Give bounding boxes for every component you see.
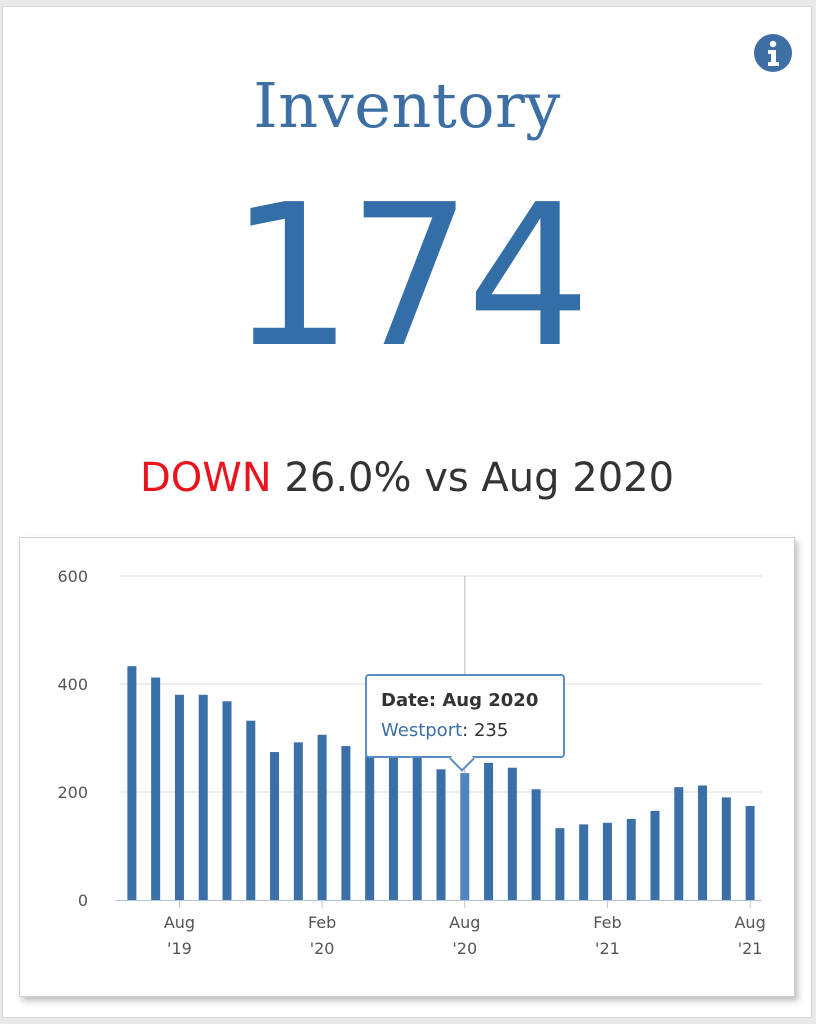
- bar-jan-2021: [579, 824, 589, 900]
- x-tick-label: '20: [452, 939, 477, 958]
- chart-tooltip: Date: Aug 2020 Westport: 235: [365, 674, 565, 758]
- bar-oct-2019: [222, 701, 232, 900]
- bar-aug-2019: [174, 694, 184, 900]
- y-tick-label: 200: [57, 783, 88, 802]
- bar-jun-2019: [127, 666, 137, 900]
- y-tick-label: 600: [57, 567, 88, 586]
- bar-mar-2021: [626, 819, 636, 900]
- bar-oct-2020: [507, 767, 517, 900]
- inventory-chart[interactable]: 0 200 400 600 Aug '19 Feb '20 Aug '20 Feb '21 Aug '21…: [19, 537, 795, 997]
- y-tick-label: 0: [78, 891, 88, 910]
- metric-title: Inventory: [253, 69, 561, 142]
- info-icon[interactable]: [753, 33, 793, 73]
- x-tick-label: '19: [167, 939, 192, 958]
- inventory-card: Inventory 174 DOWN 26.0% vs Aug 2020 0 20…: [2, 6, 812, 1018]
- x-tick-label: Aug: [164, 913, 195, 932]
- y-tick-label: 400: [57, 675, 88, 694]
- bar-dec-2020: [555, 828, 565, 900]
- bar-apr-2020: [365, 743, 375, 900]
- bar-feb-2021: [602, 822, 612, 900]
- x-tick-label: Feb: [593, 913, 621, 932]
- change-direction: DOWN: [139, 455, 272, 501]
- change-summary: DOWN 26.0% vs Aug 2020: [3, 455, 811, 501]
- x-tick-label: '21: [738, 939, 763, 958]
- bar-feb-2020: [317, 734, 327, 900]
- x-tick-label: '20: [310, 939, 335, 958]
- bar-jun-2020: [412, 756, 422, 900]
- x-tick-label: Aug: [734, 913, 765, 932]
- bar-sep-2019: [198, 694, 208, 900]
- bar-may-2021: [674, 787, 684, 900]
- bar-jun-2021: [698, 785, 708, 900]
- tooltip-date: Date: Aug 2020: [381, 690, 539, 711]
- x-tick-label: '21: [595, 939, 620, 958]
- bar-nov-2019: [246, 720, 256, 900]
- tooltip-series-value: 235: [473, 720, 509, 741]
- bar-jul-2019: [151, 677, 161, 900]
- bar-mar-2020: [341, 746, 351, 900]
- tooltip-series-name: Westport: [381, 720, 463, 741]
- bar-jul-2020: [436, 769, 446, 900]
- bar-dec-2019: [270, 752, 280, 900]
- bar-aug-2021: [745, 806, 755, 900]
- tooltip-series-row: Westport: 235: [381, 720, 508, 741]
- bar-sep-2020: [484, 762, 494, 900]
- bar-jan-2020: [293, 742, 303, 900]
- bar-aug-2020: [460, 773, 470, 900]
- x-tick-label: Aug: [449, 913, 480, 932]
- metric-value: 174: [228, 163, 591, 391]
- bar-chart-svg: 0 200 400 600 Aug '19 Feb '20 Aug '20 Feb '21 Aug '21: [57, 567, 765, 958]
- change-text: 26.0% vs Aug 2020: [284, 455, 675, 501]
- bar-apr-2021: [650, 810, 660, 900]
- x-tick-label: Feb: [308, 913, 336, 932]
- bar-jul-2021: [721, 797, 731, 900]
- bar-nov-2020: [531, 789, 541, 900]
- tooltip-separator: :: [462, 720, 474, 741]
- bar-may-2020: [388, 748, 398, 900]
